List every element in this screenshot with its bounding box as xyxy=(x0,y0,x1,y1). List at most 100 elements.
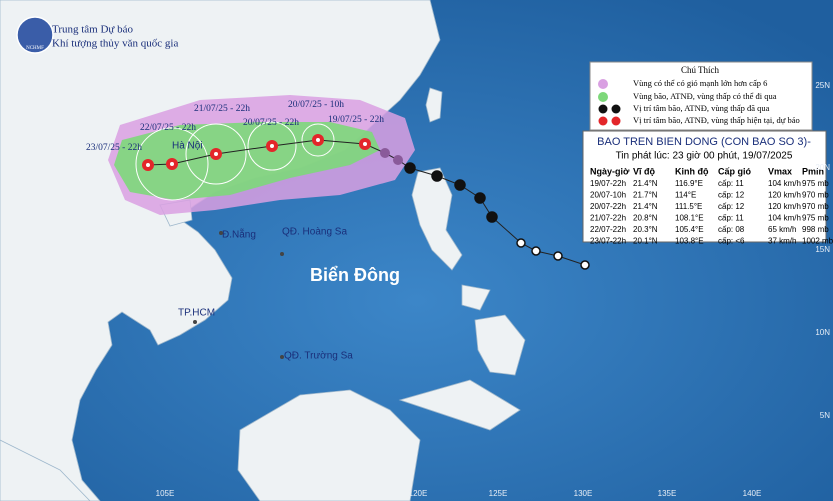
past-position xyxy=(553,251,563,261)
lat-label: 10N xyxy=(815,328,830,337)
track-label: 20/07/25 - 10h xyxy=(288,100,344,110)
table-cell: 970 mb xyxy=(802,202,829,211)
past-position xyxy=(454,179,466,191)
legend-title: Chú Thích xyxy=(681,65,720,75)
table-header: Vĩ độ xyxy=(633,166,656,176)
table-cell: 21.4°N xyxy=(633,202,658,211)
lat-label: 25N xyxy=(815,81,830,90)
lon-label: 120E xyxy=(409,489,428,498)
legend-icon xyxy=(598,104,608,114)
forecast-eye xyxy=(316,138,320,142)
legend-icon xyxy=(598,79,608,89)
table-header: Ngày-giờ xyxy=(590,166,630,176)
place-label: Đ.Nẵng xyxy=(222,228,256,241)
table-cell: cấp: <6 xyxy=(718,237,745,246)
table-cell: cấp: 11 xyxy=(718,214,744,223)
track-label: 19/07/25 - 22h xyxy=(328,115,384,125)
place-dot xyxy=(280,355,284,359)
place-dot xyxy=(280,252,284,256)
past-position xyxy=(404,162,416,174)
place-label: QĐ. Hoàng Sa xyxy=(282,227,347,238)
table-cell: 22/07-22h xyxy=(590,225,626,234)
table-title: BAO TREN BIEN DONG (CON BAO SO 3)- xyxy=(597,136,811,148)
table-cell: cấp: 08 xyxy=(718,225,745,234)
table-cell: 21.4°N xyxy=(633,179,658,188)
forecast-eye xyxy=(363,142,367,146)
past-positions xyxy=(380,148,590,270)
past-position xyxy=(486,211,498,223)
sea-label: Biển Đông xyxy=(310,265,400,285)
table-cell: 20.1°N xyxy=(633,237,658,246)
table-cell: 120 km/h xyxy=(768,191,801,200)
table-cell: 23/07-22h xyxy=(590,237,626,246)
legend-item: Vùng có thể có gió mạnh lớn hơn cấp 6 xyxy=(633,78,767,88)
table-cell: 21/07-22h xyxy=(590,214,626,223)
track-label: 22/07/25 - 22h xyxy=(140,123,196,133)
table-cell: 65 km/h xyxy=(768,225,796,234)
past-position xyxy=(531,246,541,256)
track-label: 20/07/25 - 22h xyxy=(243,118,299,128)
table-cell: 19/07-22h xyxy=(590,179,626,188)
table-cell: 104 km/h xyxy=(768,214,801,223)
table-cell: 975 mb xyxy=(802,179,829,188)
table-subtitle: Tin phát lúc: 23 giờ 00 phút, 19/07/2025 xyxy=(616,151,793,162)
table-cell: 21.7°N xyxy=(633,191,658,200)
table-cell: 20/07-22h xyxy=(590,202,626,211)
past-position xyxy=(393,155,403,165)
table-cell: 120 km/h xyxy=(768,202,801,211)
place-label: QĐ. Trường Sa xyxy=(284,351,353,362)
past-position xyxy=(380,148,390,158)
table-cell: 105.4°E xyxy=(675,225,704,234)
logo-text: NCHMF xyxy=(26,46,44,51)
lon-label: 125E xyxy=(489,489,508,498)
legend-icon xyxy=(611,104,621,114)
table-cell: 37 km/h xyxy=(768,237,796,246)
table-cell: 998 mb xyxy=(802,225,829,234)
org-name: Trung tâm Dự báo xyxy=(52,24,134,36)
table-cell: 970 mb xyxy=(802,191,829,200)
lon-label: 135E xyxy=(658,489,677,498)
lat-label: 15N xyxy=(815,245,830,254)
legend-icon xyxy=(598,116,608,126)
table-cell: 1002 mb xyxy=(802,237,833,246)
table-cell: 111.5°E xyxy=(675,202,702,211)
forecast-table-box xyxy=(582,130,827,243)
place-dot xyxy=(193,320,197,324)
forecast-eye xyxy=(214,152,218,156)
legend-icon xyxy=(598,92,608,102)
table-cell: 108.1°E xyxy=(675,214,704,223)
lon-label: 130E xyxy=(574,489,593,498)
table-cell: 975 mb xyxy=(802,214,829,223)
table-cell: 20.8°N xyxy=(633,214,658,223)
place-label: TP.HCM xyxy=(178,308,215,319)
forecast-eye xyxy=(270,144,274,148)
past-position xyxy=(580,260,590,270)
forecast-positions xyxy=(142,134,371,171)
forecast-eye xyxy=(170,162,174,166)
lon-label: 140E xyxy=(743,489,762,498)
past-position xyxy=(474,192,486,204)
labels: Trung tâm Dự báo Khí tượng thủy văn quốc … xyxy=(26,24,833,499)
table-cell: 114°E xyxy=(675,191,696,200)
logo xyxy=(16,16,54,54)
table-cell: 116.9°E xyxy=(675,179,703,188)
table-cell: cấp: 11 xyxy=(718,179,744,188)
uncertainty-circles xyxy=(135,121,335,201)
lat-label: 20N xyxy=(815,163,830,172)
track-label: 21/07/25 - 22h xyxy=(194,104,250,114)
legend-item: Vùng bão, ATNĐ, vùng thấp có thể đi qua xyxy=(633,91,777,101)
lat-label: 5N xyxy=(820,411,830,420)
legend-box xyxy=(589,61,813,131)
legend-item: Vị trí tâm bão, ATNĐ, vùng thấp hiện tại… xyxy=(633,115,800,125)
track-label: 23/07/25 - 22h xyxy=(86,143,142,153)
table-cell: 103.8°E xyxy=(675,237,704,246)
past-position xyxy=(516,238,526,248)
forecast-eye xyxy=(146,163,150,167)
place-label: Hà Nội xyxy=(172,141,203,152)
table-header: Cấp gió xyxy=(718,166,752,176)
table-cell: cấp: 12 xyxy=(718,202,745,211)
table-cell: 104 km/h xyxy=(768,179,801,188)
table-cell: 20/07-10h xyxy=(590,191,626,200)
table-cell: cấp: 12 xyxy=(718,191,745,200)
table-header: Vmax xyxy=(768,166,792,176)
